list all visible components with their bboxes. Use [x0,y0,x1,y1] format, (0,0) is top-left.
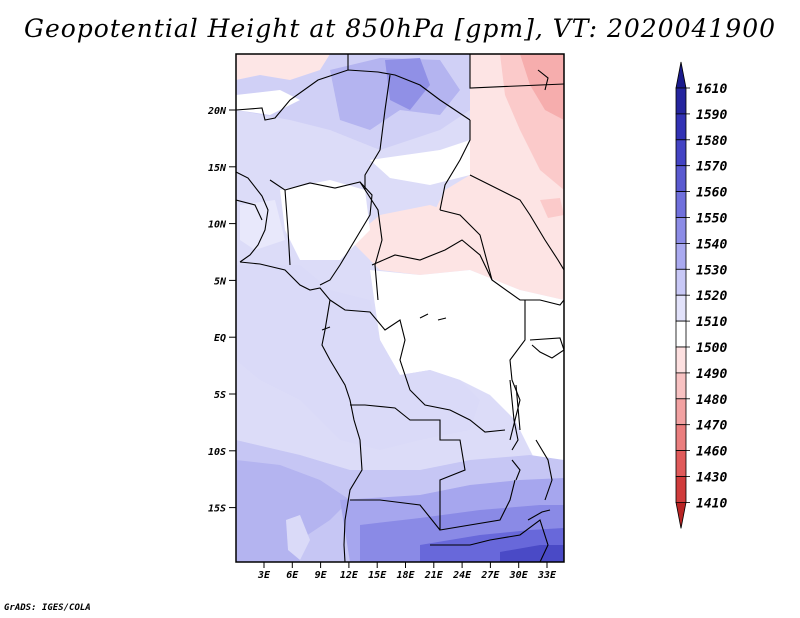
latitude-axis: 20N 15N 10N 5N EQ 5S 10S 15S [207,106,236,515]
colorbar-label: 1540 [696,237,727,252]
colorbar-label: 1580 [696,134,727,149]
lon-label: 6E [286,570,299,581]
colorbar-swatch [675,398,687,426]
chart-title: Geopotential Height at 850hPa [gpm], VT:… [23,14,777,43]
colorbar-label: 1570 [696,160,727,175]
lat-label: 5S [214,390,226,401]
height-field [236,54,564,562]
colorbar-label: 1460 [696,445,727,460]
lat-label: 20N [207,106,227,117]
colorbar-swatch [675,346,687,374]
colorbar-label: 1500 [696,341,727,356]
lon-label: 18E [396,570,415,581]
colorbar-swatch [675,372,687,400]
colorbar-swatch [675,139,687,167]
colorbar-label: 1610 [696,82,727,97]
colorbar-label: 1530 [696,263,727,278]
lat-label: 10N [208,220,227,231]
lon-label: 9E [315,570,328,581]
colorbar-swatch [675,87,687,115]
lon-label: 30E [509,570,529,581]
colorbar-label: 1590 [696,108,727,123]
lat-label: 5N [214,276,227,287]
colorbar-label: 1470 [696,419,727,434]
lon-label: 21E [424,570,444,581]
grads-credit: GrADS: IGES/COLA [4,603,91,613]
colorbar-label: 1490 [696,367,727,382]
map-frame [235,53,565,563]
lat-label: 15S [208,504,226,515]
colorbar-swatch [675,242,687,270]
country-borders [236,54,564,562]
colorbar-label: 1430 [696,471,727,486]
lat-label: 10S [208,447,226,458]
colorbar-swatch [675,450,687,477]
lon-label: 27E [480,570,500,581]
lon-label: 15E [368,570,387,581]
colorbar-label: 1550 [696,212,727,227]
lat-label: 15N [208,163,227,174]
lon-label: 33E [537,570,557,581]
colorbar-swatch [675,424,687,452]
colorbar-swatch [675,476,687,503]
colorbar-swatch [675,191,687,218]
colorbar: 1610 1590 1580 1570 1560 1550 1540 1530 1520 1510… [675,61,727,529]
colorbar-swatch [675,217,687,244]
colorbar-label: 1410 [696,496,727,511]
colorbar-label: 1520 [696,289,727,304]
lon-label: 24E [452,570,472,581]
longitude-axis: 3E 6E 9E 12E 15E 18E 21E 24E 27E 30E 33E [257,562,557,581]
colorbar-label: 1480 [696,393,727,408]
colorbar-top-arrow [675,61,687,89]
colorbar-label: 1510 [696,315,727,330]
colorbar-bottom-arrow [675,501,687,529]
colorbar-swatch [675,268,687,296]
lon-label: 3E [257,570,271,581]
colorbar-swatch [675,294,687,322]
colorbar-label: 1560 [696,186,727,201]
colorbar-swatch [675,320,687,348]
colorbar-swatch [675,113,687,141]
lon-label: 12E [340,570,359,581]
lat-label: EQ [214,333,226,344]
colorbar-swatch [675,165,687,192]
